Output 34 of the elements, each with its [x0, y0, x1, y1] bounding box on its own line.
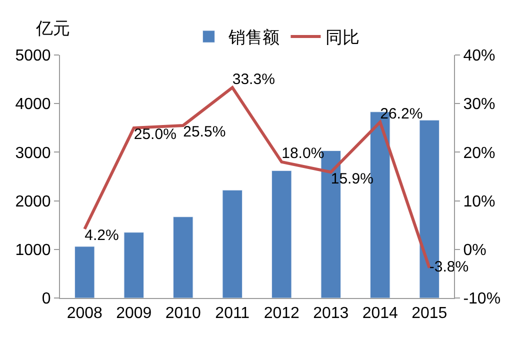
y-tick-label: 1000 [15, 242, 51, 259]
y2-tick-label: -10% [463, 290, 501, 308]
y-axis-title: 亿元 [35, 19, 70, 38]
x-tick-label: 2015 [412, 305, 448, 322]
y-tick-label: 3000 [15, 144, 51, 162]
y2-tick-label: 40% [463, 48, 496, 65]
y-tick-label: 4000 [15, 96, 51, 114]
data-label: 26.2% [380, 105, 423, 122]
data-label: 25.0% [134, 126, 176, 144]
y-tick-label: 0 [42, 290, 51, 308]
line-series [83, 86, 431, 270]
y-tick-label: 2000 [15, 193, 51, 210]
bar [272, 170, 292, 298]
y2-tick-label: 20% [463, 144, 496, 162]
bar [124, 232, 144, 298]
bar [74, 246, 95, 298]
x-tick-label: 2010 [165, 305, 202, 322]
x-tick-label: 2013 [313, 305, 349, 322]
bar [222, 190, 242, 298]
y2-tick-label: 10% [463, 193, 496, 210]
bar [173, 216, 194, 298]
data-label: 33.3% [232, 70, 275, 88]
legend-label: 同比 [326, 28, 360, 48]
x-tick-label: 2014 [362, 305, 398, 322]
x-tick-label: 2009 [116, 305, 152, 322]
y-tick-label: 5000 [15, 48, 51, 65]
x-tick-label: 2012 [264, 305, 300, 322]
data-label: 25.5% [183, 124, 226, 141]
data-label: 4.2% [84, 227, 119, 244]
x-tick-label: 2008 [66, 305, 103, 322]
y2-tick-label: 0% [463, 242, 486, 259]
y2-tick-label: 30% [463, 96, 496, 114]
legend-label: 销售额 [228, 28, 280, 48]
x-tick-label: 2011 [215, 305, 250, 322]
